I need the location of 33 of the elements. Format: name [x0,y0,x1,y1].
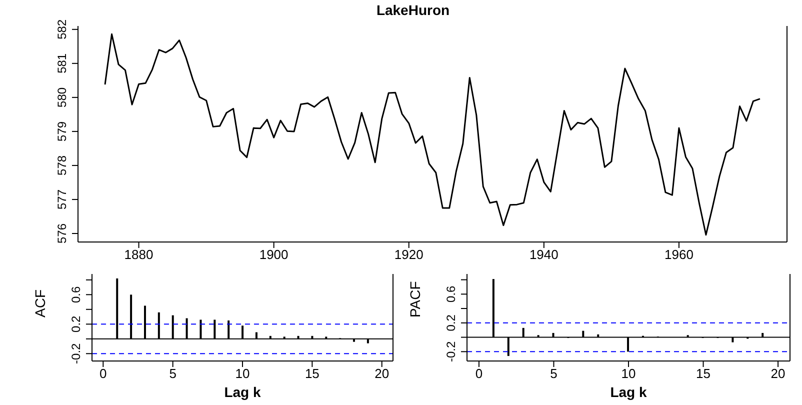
y-axis-title: PACF [406,281,423,318]
y-tick-label: 0.2 [69,315,83,332]
x-tick-label: 1880 [124,247,154,262]
chart-title: LakeHuron [375,2,451,18]
x-tick-label: 5 [169,366,176,382]
y-tick-label: 579 [55,121,69,142]
x-tick-label: 20 [770,366,786,382]
y-tick-label: 582 [55,19,69,40]
x-tick-label: 0 [100,366,107,382]
y-tick-label: -0.2 [69,342,83,364]
y-tick-label: 576 [55,223,69,244]
x-axis-title: Lag k [610,384,647,400]
y-tick-label: 577 [55,189,69,210]
x-tick-label: 15 [696,366,711,382]
y-tick-label: 578 [55,155,69,176]
x-tick-label: 1940 [529,247,558,262]
y-tick-label: 581 [55,53,69,74]
x-axis-title: Lag k [224,384,261,400]
y-tick-label: 580 [55,87,69,108]
x-tick-label: 1960 [664,247,694,262]
y-tick-label: -0.2 [444,340,458,362]
x-tick-label: 5 [550,366,558,382]
x-tick-label: 10 [621,366,636,382]
x-tick-label: 10 [235,366,250,382]
y-tick-label: 0.6 [69,286,83,303]
y-axis-title: ACF [32,290,48,318]
y-tick-label: 0.2 [444,314,458,332]
y-tick-label: 0.6 [444,285,458,302]
x-tick-label: 1900 [259,247,288,262]
x-tick-label: 20 [374,366,390,382]
x-tick-label: 1920 [394,247,424,262]
x-tick-label: 15 [304,366,320,382]
x-tick-label: 0 [475,366,483,382]
